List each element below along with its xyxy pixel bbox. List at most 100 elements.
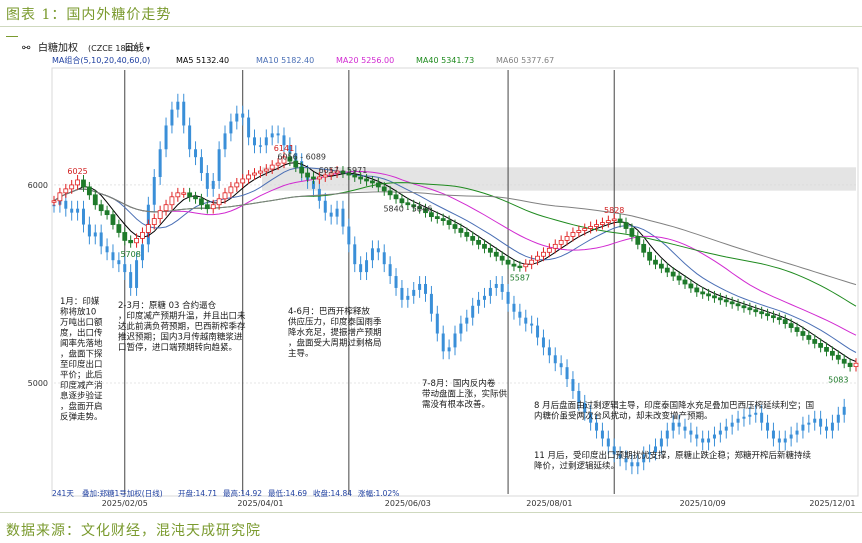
candle-body (234, 182, 240, 188)
candle-body (511, 263, 517, 267)
overlay-body (819, 418, 823, 427)
candle-body (134, 238, 139, 244)
candle-body (252, 172, 257, 176)
overlay-body (589, 412, 593, 423)
overlay-body (394, 276, 398, 288)
candle-body (63, 188, 69, 194)
overlay-body (783, 438, 787, 443)
status-item: 最低:14.69 (268, 488, 307, 498)
overlay-body (87, 224, 91, 237)
candle-body (729, 301, 735, 305)
overlay-body (158, 149, 162, 177)
ma-legend-item: MA20 5256.00 (336, 56, 394, 65)
overlay-body (323, 200, 327, 213)
commentary-line: 反弹走势。 (60, 412, 103, 423)
overlay-body (571, 379, 575, 391)
x-axis: 2025/02/05 2025/04/01 2025/06/03 2025/08/01… (102, 499, 856, 508)
candle-body (92, 194, 98, 206)
overlay-body (677, 422, 681, 427)
candle-body (81, 179, 86, 188)
overlay-body (64, 200, 68, 209)
candle-body (830, 350, 835, 356)
overlay-body (341, 208, 345, 227)
commentary-line: 8 月后盘面由过剩逻辑主导，印度泰国降水充足叠加巴西压榨延续利空；国 (534, 400, 814, 411)
candle-body (664, 267, 670, 273)
period-label[interactable]: 日线 (124, 41, 144, 54)
candle-body (776, 317, 782, 321)
ma-legend-item: MA40 5341.73 (416, 56, 474, 65)
overlay-body (512, 303, 516, 312)
overlay-body (695, 434, 699, 439)
y-tick-label: 5000 (28, 379, 48, 388)
overlay-body (264, 137, 268, 146)
candle-body (204, 204, 210, 210)
candle-body (122, 232, 128, 241)
candle-body (647, 251, 653, 261)
status-item: 241天 (52, 489, 74, 498)
overlay-body (382, 252, 386, 265)
overlay-body (282, 135, 286, 146)
commentary-line: 带动盘面上涨，实际供 (422, 389, 508, 400)
overlay-body (412, 289, 416, 296)
overlay-body (435, 313, 439, 334)
candle-body (75, 179, 80, 186)
title-rule (0, 26, 862, 27)
resistance-band (262, 173, 856, 191)
candle-body (181, 192, 187, 195)
x-tick-label: 2025/02/05 (102, 499, 148, 508)
candle-body (98, 204, 104, 212)
candle-body (140, 232, 145, 239)
title-tick (6, 36, 18, 37)
candle-body (370, 180, 375, 184)
status-item: 开盘:14.71 (178, 488, 217, 498)
candle-body (464, 232, 470, 237)
overlay-body (683, 426, 687, 431)
resistance-bands (262, 167, 856, 191)
overlay-body (659, 438, 663, 447)
candle-body (163, 204, 169, 212)
overlay-body (801, 424, 805, 431)
candle-body (275, 162, 281, 166)
overlay-body (630, 462, 634, 467)
overlay-body (347, 226, 351, 245)
candle-body (771, 315, 776, 319)
overlay-body (471, 305, 475, 318)
candle-body (305, 172, 310, 178)
overlay-body (842, 406, 846, 415)
sugar-price-chart: ⚯ 白糖加权 (CZCE 1840) 日线 ▾ MA组合(5,10,20,40,… (0, 38, 862, 510)
commentary-line: 供应压力，印度泰国雨季 (288, 317, 382, 328)
candle-body (847, 362, 853, 368)
overlay-body (129, 272, 133, 288)
chart-icon: ⚯ (22, 43, 31, 54)
overlay-body (771, 430, 775, 439)
overlay-body (807, 422, 811, 425)
overlay-body (105, 246, 109, 253)
price-annotation: 5083 (828, 376, 848, 385)
overlay-body (789, 434, 793, 439)
ma-legend: MA组合(5,10,20,40,60,0) MA5 5132.40 MA10 518… (52, 55, 554, 65)
candle-body (641, 243, 647, 253)
source-note: 数据来源：文化财经，混沌天成研究院 (6, 523, 261, 539)
commentary-text: 4-6月：巴西开榨释放供应压力，印度泰国雨季降水充足，提振增产预期，盘面受大周期… (288, 306, 382, 359)
overlay-body (459, 323, 463, 334)
ma-line (53, 188, 857, 286)
overlay-body (648, 452, 652, 455)
candle-body (523, 263, 529, 268)
overlay-body (583, 402, 587, 413)
overlay-body (164, 125, 168, 150)
candle-body (753, 309, 759, 313)
overlay-body (565, 367, 569, 380)
overlay-body (654, 446, 657, 453)
overlay-body (170, 109, 174, 126)
candle-body (682, 279, 688, 285)
candle-body (293, 160, 299, 168)
overlay-body (447, 347, 451, 352)
status-item: 涨幅:1.02% (358, 488, 399, 498)
overlay-body (530, 323, 534, 326)
overlay-body (311, 180, 315, 189)
commentary-line: 主导。 (288, 348, 314, 359)
commentary-line: 内糖价虽受两次台风扰动，却未改变增产预期。 (534, 411, 713, 422)
overlay-body (99, 232, 103, 247)
chevron-down-icon[interactable]: ▾ (146, 44, 150, 53)
